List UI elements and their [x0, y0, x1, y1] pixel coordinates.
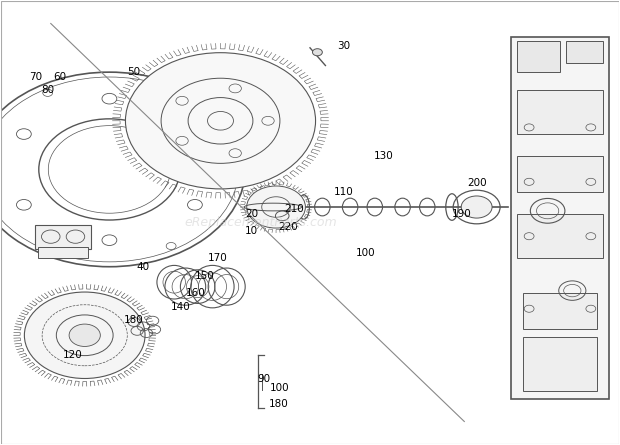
Circle shape [69, 324, 100, 347]
Text: 80: 80 [41, 85, 54, 95]
Circle shape [125, 53, 316, 189]
FancyBboxPatch shape [516, 156, 603, 191]
Text: 210: 210 [285, 204, 304, 214]
Text: eReplacementParts.com: eReplacementParts.com [184, 216, 337, 229]
FancyBboxPatch shape [38, 247, 88, 258]
Circle shape [312, 49, 322, 56]
Text: 200: 200 [467, 178, 487, 188]
Text: 60: 60 [53, 72, 66, 81]
Text: 100: 100 [356, 248, 375, 259]
Text: 170: 170 [208, 253, 228, 263]
Text: 130: 130 [374, 151, 394, 161]
Text: 30: 30 [337, 40, 350, 51]
FancyBboxPatch shape [516, 41, 560, 72]
Circle shape [24, 292, 145, 379]
FancyBboxPatch shape [516, 214, 603, 258]
Text: 50: 50 [128, 67, 141, 77]
FancyBboxPatch shape [523, 337, 597, 391]
Text: 180: 180 [124, 315, 144, 325]
Text: 140: 140 [170, 302, 190, 312]
Text: 40: 40 [137, 262, 150, 272]
Text: 100: 100 [269, 383, 289, 393]
Text: 160: 160 [186, 288, 206, 298]
FancyBboxPatch shape [35, 225, 91, 249]
Circle shape [247, 186, 306, 228]
Text: 90: 90 [257, 375, 270, 384]
FancyBboxPatch shape [523, 293, 597, 329]
Text: 20: 20 [245, 209, 258, 218]
Text: 180: 180 [269, 399, 289, 409]
Text: 220: 220 [278, 222, 298, 232]
FancyBboxPatch shape [566, 41, 603, 63]
Text: 10: 10 [245, 227, 258, 236]
Text: 190: 190 [451, 209, 471, 218]
FancyBboxPatch shape [516, 90, 603, 134]
FancyBboxPatch shape [511, 37, 609, 400]
Text: 110: 110 [334, 186, 354, 197]
Circle shape [461, 196, 492, 218]
Text: 150: 150 [195, 271, 215, 280]
Text: 120: 120 [63, 350, 82, 360]
Text: 70: 70 [29, 72, 42, 81]
